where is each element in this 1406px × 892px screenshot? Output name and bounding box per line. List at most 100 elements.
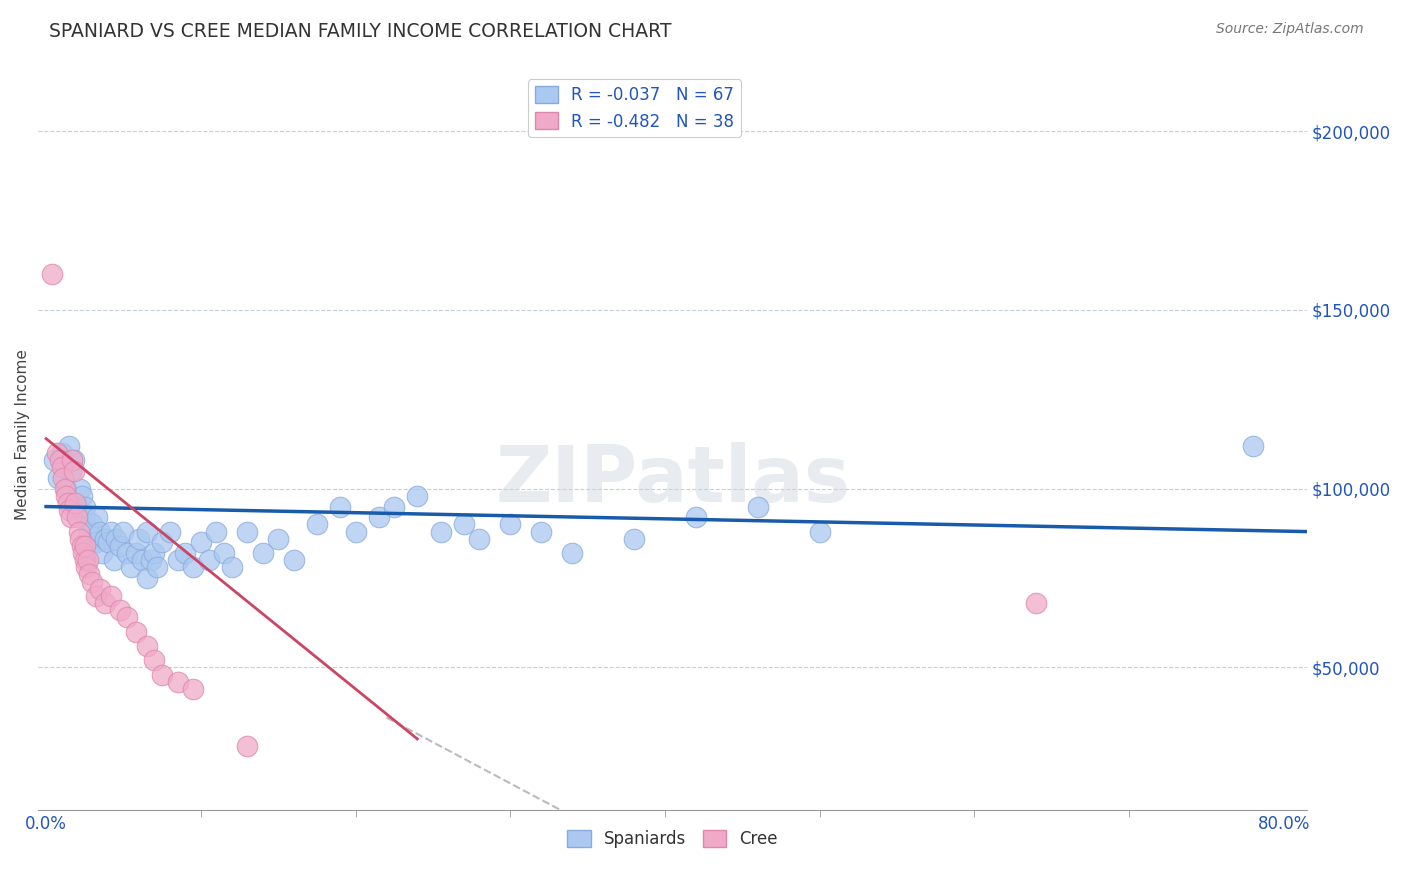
Point [69, 532, 91, 546]
Point [51, 446, 73, 460]
Point [135, 524, 157, 539]
Point [1025, 596, 1047, 610]
Point [143, 546, 166, 560]
Point [115, 546, 138, 560]
Point [104, 532, 127, 546]
Point [48, 471, 70, 485]
Point [125, 546, 148, 560]
Point [82, 517, 104, 532]
Point [1241, 439, 1264, 453]
Point [79, 524, 101, 539]
Point [58, 503, 80, 517]
Point [329, 500, 352, 514]
Point [70, 489, 93, 503]
Point [135, 571, 157, 585]
Point [181, 560, 204, 574]
Point [112, 524, 135, 539]
Point [69, 482, 91, 496]
Point [73, 553, 96, 567]
Point [429, 524, 451, 539]
Point [42, 453, 65, 467]
Point [84, 589, 107, 603]
Point [41, 267, 63, 281]
Point [97, 535, 120, 549]
Point [75, 560, 97, 574]
Point [406, 489, 429, 503]
Point [747, 500, 769, 514]
Point [53, 482, 76, 496]
Point [89, 582, 111, 596]
Point [94, 596, 117, 610]
Point [236, 524, 259, 539]
Point [367, 510, 389, 524]
Point [58, 439, 80, 453]
Text: SPANIARD VS CREE MEDIAN FAMILY INCOME CORRELATION CHART: SPANIARD VS CREE MEDIAN FAMILY INCOME CO… [49, 22, 672, 41]
Point [110, 603, 132, 617]
Point [159, 524, 181, 539]
Point [197, 553, 219, 567]
Point [530, 524, 553, 539]
Point [141, 553, 163, 567]
Point [51, 460, 73, 475]
Point [76, 553, 98, 567]
Point [181, 681, 204, 696]
Point [267, 532, 290, 546]
Point [252, 546, 274, 560]
Point [100, 524, 122, 539]
Point [305, 517, 328, 532]
Point [100, 589, 122, 603]
Point [110, 539, 132, 553]
Point [70, 539, 93, 553]
Point [73, 539, 96, 553]
Point [808, 524, 831, 539]
Y-axis label: Median Family Income: Median Family Income [15, 350, 30, 521]
Text: Source: ZipAtlas.com: Source: ZipAtlas.com [1216, 22, 1364, 37]
Point [56, 496, 79, 510]
Point [66, 510, 89, 524]
Point [685, 510, 707, 524]
Point [205, 524, 228, 539]
Point [150, 667, 173, 681]
Point [143, 653, 166, 667]
Point [79, 567, 101, 582]
Point [150, 535, 173, 549]
Point [166, 674, 188, 689]
Point [89, 524, 111, 539]
Point [59, 464, 82, 478]
Point [125, 624, 148, 639]
Point [120, 560, 142, 574]
Point [236, 739, 259, 753]
Point [212, 546, 235, 560]
Point [45, 446, 67, 460]
Text: ZIPatlas: ZIPatlas [495, 442, 851, 518]
Point [344, 524, 367, 539]
Point [49, 453, 72, 467]
Point [623, 532, 645, 546]
Point [65, 496, 87, 510]
Point [499, 517, 522, 532]
Point [174, 546, 197, 560]
Point [52, 471, 75, 485]
Point [382, 500, 405, 514]
Point [128, 532, 150, 546]
Point [115, 610, 138, 624]
Point [82, 574, 104, 589]
Point [103, 553, 125, 567]
Point [73, 510, 96, 524]
Point [84, 535, 107, 549]
Point [146, 560, 169, 574]
Point [73, 500, 96, 514]
Point [63, 453, 86, 467]
Point [135, 639, 157, 653]
Point [63, 464, 86, 478]
Point [90, 546, 112, 560]
Point [561, 546, 583, 560]
Point [60, 453, 83, 467]
Point [55, 489, 77, 503]
Point [221, 560, 243, 574]
Point [53, 457, 76, 471]
Point [86, 510, 108, 524]
Point [72, 546, 94, 560]
Point [59, 510, 82, 524]
Point [453, 517, 475, 532]
